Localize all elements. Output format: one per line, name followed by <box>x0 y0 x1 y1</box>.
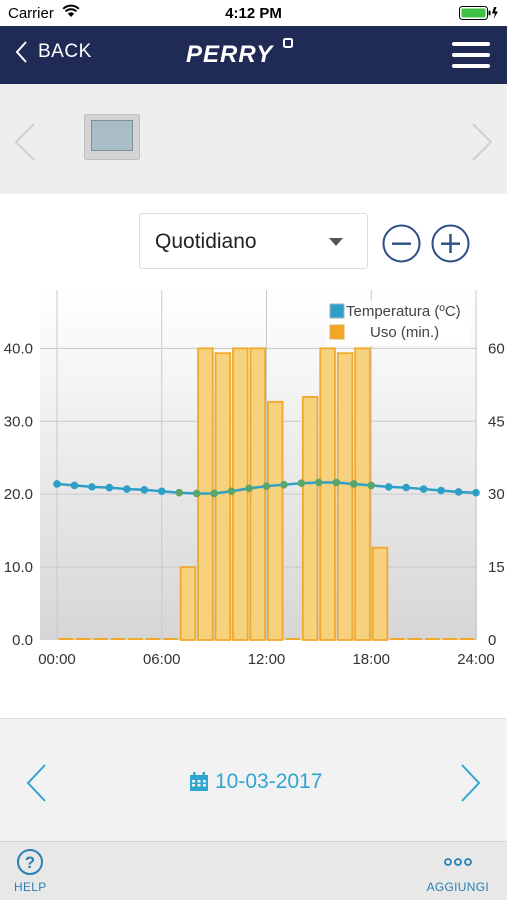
zoom-out-button[interactable] <box>382 224 421 263</box>
next-day-arrow-icon[interactable] <box>459 763 483 803</box>
temperature-point <box>105 483 114 492</box>
status-bar: Carrier 4:12 PM <box>0 0 507 26</box>
temperature-point <box>192 489 201 498</box>
x-tick-label: 12:00 <box>248 651 286 668</box>
usage-bar <box>336 352 354 641</box>
zoom-in-button[interactable] <box>431 224 470 263</box>
add-label: AGGIUNGI <box>426 880 489 894</box>
perry-logo: PERRY <box>186 38 293 68</box>
temperature-point <box>349 480 358 488</box>
temperature-point <box>227 487 236 496</box>
caret-down-icon <box>329 238 343 246</box>
usage-bar <box>179 566 197 641</box>
thermostat-thumbnail[interactable] <box>84 114 140 160</box>
chevron-left-icon <box>15 41 27 63</box>
temperature-point <box>262 482 271 490</box>
temperature-point <box>315 478 323 487</box>
x-tick-label: 00:00 <box>38 651 76 668</box>
y-right-tick-label: 15 <box>488 559 505 576</box>
x-tick-label: 24:00 <box>457 651 495 668</box>
y-left-tick-label: 40.0 <box>4 340 33 357</box>
carrier-label: Carrier <box>8 5 54 22</box>
usage-bar <box>301 396 319 641</box>
divider <box>0 718 507 719</box>
temperature-point <box>53 480 61 488</box>
date-navigator: 10-03-2017 <box>0 719 507 841</box>
nav-bar: BACK PERRY <box>0 26 507 84</box>
usage-bar <box>371 546 389 641</box>
period-select-value: Quotidiano <box>155 230 257 253</box>
usage-bar <box>266 400 284 641</box>
temperature-point <box>123 485 131 493</box>
help-icon: ? <box>17 849 44 875</box>
chart-legend: Temperatura (ºC) Uso (min.) <box>327 300 471 346</box>
x-tick-label: 06:00 <box>143 651 181 668</box>
temperature-point <box>472 488 480 497</box>
y-left-tick-label: 10.0 <box>4 559 33 576</box>
y-right-tick-label: 60 <box>488 340 505 357</box>
temperature-point <box>140 485 149 494</box>
temperature-point <box>70 481 79 490</box>
selected-date: 10-03-2017 <box>215 770 323 793</box>
temperature-point <box>210 489 218 498</box>
clock: 4:12 PM <box>225 5 282 22</box>
logo-text: PERRY <box>186 41 274 68</box>
period-select[interactable]: Quotidiano <box>139 213 368 269</box>
temperature-point <box>245 484 253 493</box>
thermostat-screen <box>91 120 133 151</box>
temperature-point <box>332 478 341 487</box>
temperature-point <box>88 483 96 491</box>
back-button[interactable]: BACK <box>14 40 92 64</box>
help-tab[interactable]: ? HELP <box>14 848 47 894</box>
hamburger-menu-icon[interactable] <box>452 42 490 68</box>
temperature-point <box>367 481 376 490</box>
chevron-right-icon[interactable] <box>469 122 495 162</box>
legend-uso: Uso (min.) <box>370 324 439 341</box>
previous-day-arrow-icon[interactable] <box>24 763 48 803</box>
wifi-icon <box>62 4 80 17</box>
temperature-point <box>175 488 184 497</box>
back-label: BACK <box>38 41 92 62</box>
device-carousel <box>0 84 507 194</box>
temperature-point <box>437 486 445 495</box>
usage-bar <box>354 347 371 641</box>
add-tab[interactable]: AGGIUNGI <box>427 848 489 894</box>
y-right-tick-label: 45 <box>488 413 505 430</box>
temperature-point <box>384 483 393 491</box>
temperature-point <box>157 487 166 496</box>
help-label: HELP <box>14 880 47 894</box>
svg-text:?: ? <box>25 853 35 872</box>
more-dots-icon <box>443 858 472 866</box>
chevron-left-icon[interactable] <box>12 122 38 162</box>
temperature-point <box>402 483 410 492</box>
battery-icon <box>459 6 498 20</box>
y-left-tick-label: 30.0 <box>4 413 33 430</box>
legend-temperatura: Temperatura (ºC) <box>346 303 461 320</box>
temperature-point <box>419 485 428 493</box>
temperature-point <box>454 488 463 496</box>
bottom-tab-bar: ? HELP AGGIUNGI <box>0 841 507 900</box>
usage-bar <box>249 347 267 641</box>
x-tick-label: 18:00 <box>352 651 390 668</box>
temperature-point <box>297 479 306 488</box>
y-right-tick-label: 0 <box>488 632 496 649</box>
usage-bar <box>319 347 336 641</box>
usage-bar <box>232 347 249 641</box>
y-left-tick-label: 20.0 <box>4 486 33 503</box>
usage-bar <box>214 352 232 641</box>
y-left-tick-label: 0.0 <box>12 632 33 649</box>
date-picker[interactable]: 10-03-2017 <box>189 770 322 794</box>
y-right-tick-label: 30 <box>488 486 505 503</box>
temperature-point <box>280 480 288 489</box>
calendar-icon <box>190 772 208 791</box>
usage-temperature-chart: 00:00 06:00 12:00 18:00 24:00 0.0 10.0 20.0 30.0… <box>4 290 505 668</box>
